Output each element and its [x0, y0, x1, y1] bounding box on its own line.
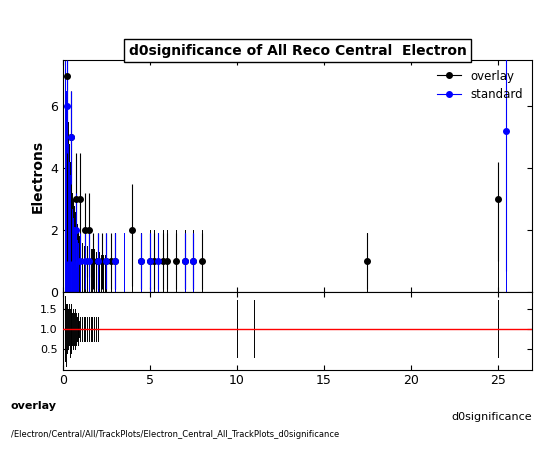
Y-axis label: Electrons: Electrons — [31, 140, 44, 213]
Title: d0significance of All Reco Central  Electron: d0significance of All Reco Central Elect… — [129, 43, 466, 57]
Text: overlay: overlay — [11, 401, 57, 411]
Text: d0significance: d0significance — [452, 412, 532, 422]
Text: /Electron/Central/All/TrackPlots/Electron_Central_All_TrackPlots_d0significance: /Electron/Central/All/TrackPlots/Electro… — [11, 430, 339, 438]
Legend: overlay, standard: overlay, standard — [434, 66, 526, 105]
